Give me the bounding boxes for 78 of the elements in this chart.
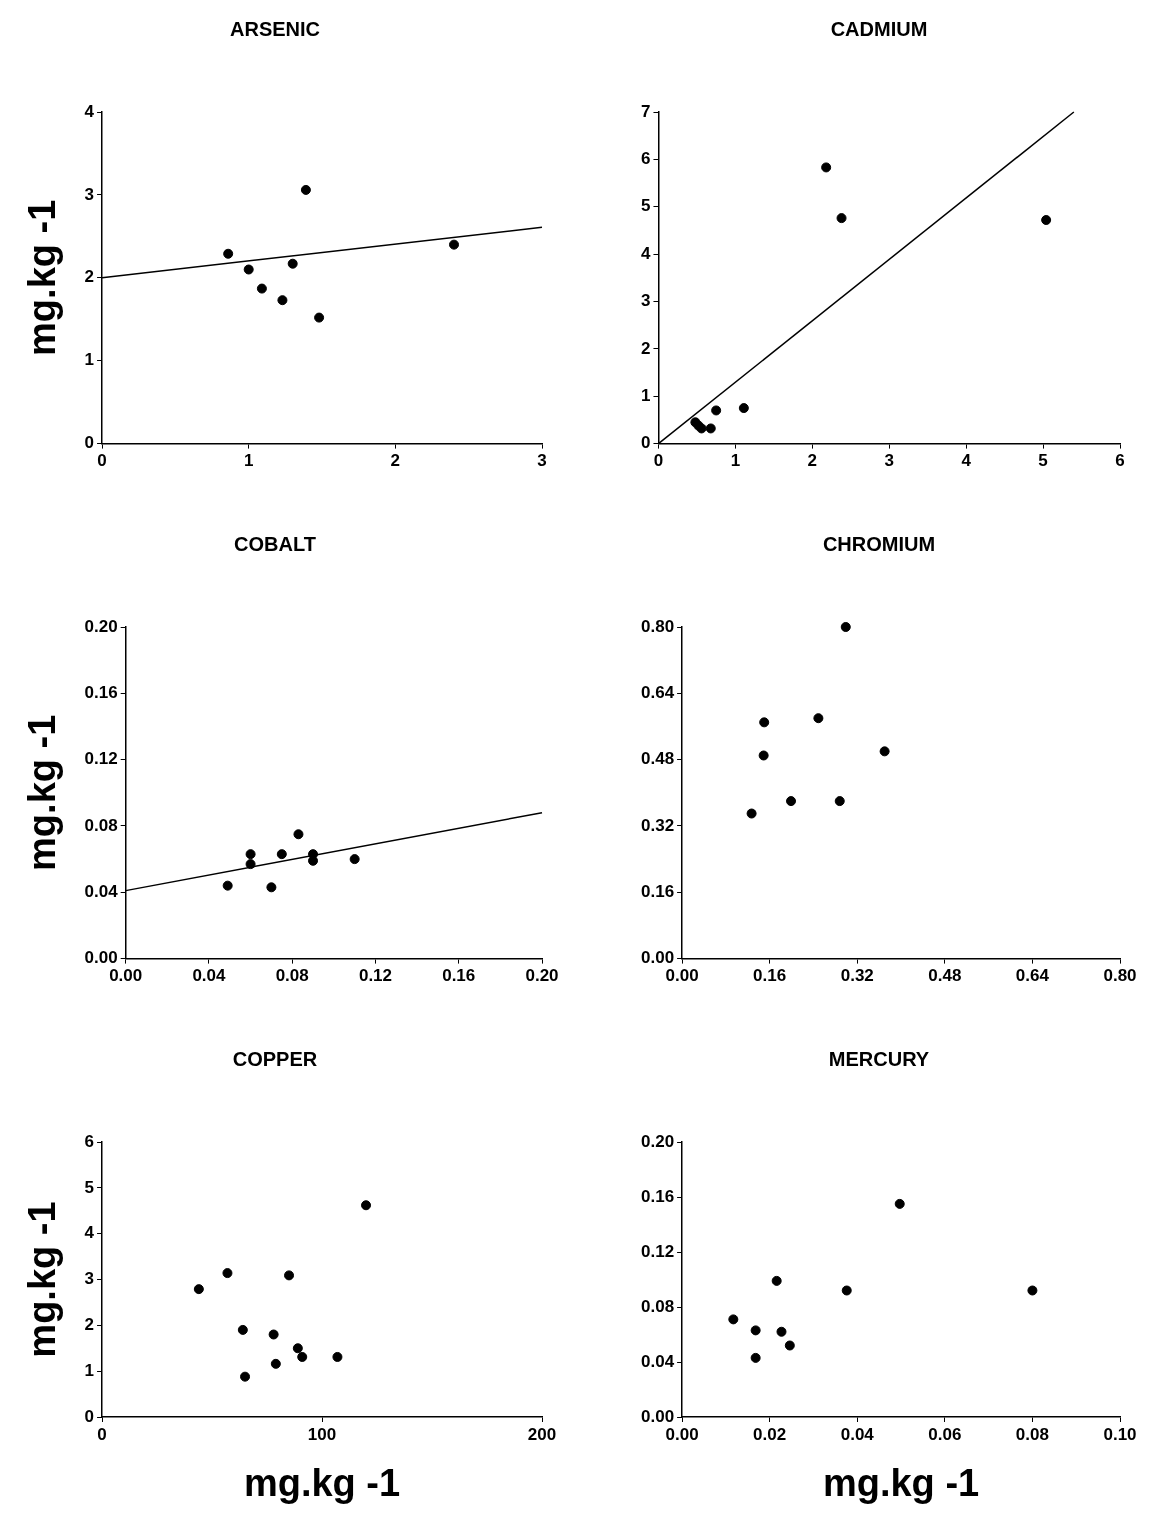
x-tick-label: 0.00: [109, 966, 143, 986]
x-tick-label: 0.64: [1015, 966, 1050, 986]
x-tick-label: 0.00: [665, 966, 699, 986]
y-tick-label: 0.08: [84, 815, 118, 835]
y-axis-title: mg.kg -1: [21, 199, 64, 356]
y-tick-label: 0: [84, 1406, 95, 1426]
y-tick-label: 0.16: [84, 683, 118, 703]
y-tick-label: 3: [640, 291, 651, 311]
y-tick-label: 0.32: [640, 815, 675, 835]
x-tick-label: 0.04: [192, 966, 227, 986]
x-axis-title: mg.kg -1: [822, 1461, 980, 1504]
y-tick-label: 0: [640, 433, 651, 453]
chart-title: CHROMIUM: [822, 532, 936, 555]
x-tick-label: 4: [961, 451, 972, 471]
x-tick-label: 2: [390, 451, 401, 471]
y-tick-label: 0.08: [640, 1296, 675, 1316]
x-tick-label: 0.00: [665, 1424, 699, 1444]
y-tick-label: 0.04: [84, 881, 119, 901]
x-tick-label: 1: [730, 451, 741, 471]
y-tick-label: 0.48: [640, 749, 675, 769]
y-tick-label: 3: [84, 1269, 95, 1289]
y-tick-label: 2: [640, 338, 651, 358]
chart-title: MERCURY: [828, 1047, 930, 1070]
y-tick-label: 1: [640, 385, 651, 405]
y-tick-label: 2: [84, 1315, 95, 1335]
y-tick-label: 0.00: [640, 948, 675, 968]
chart-title: COBALT: [234, 532, 316, 555]
x-tick-label: 0.16: [442, 966, 476, 986]
y-tick-label: 0.16: [640, 881, 675, 901]
x-tick-label: 3: [537, 451, 547, 471]
x-tick-label: 0.06: [928, 1424, 962, 1444]
x-tick-label: 3: [884, 451, 894, 471]
x-tick-label: 0.48: [928, 966, 962, 986]
y-tick-label: 0.12: [640, 1241, 675, 1261]
y-axis-title: mg.kg -1: [21, 1201, 64, 1358]
y-tick-label: 6: [640, 149, 651, 169]
x-tick-label: 2: [807, 451, 818, 471]
x-tick-label: 0.02: [753, 1424, 787, 1444]
x-tick-label: 0.32: [840, 966, 874, 986]
y-tick-label: 0.16: [640, 1186, 675, 1206]
y-tick-label: 5: [84, 1177, 95, 1197]
y-tick-label: 0.04: [640, 1351, 675, 1371]
x-tick-label: 0.12: [358, 966, 393, 986]
y-tick-label: 2: [84, 267, 95, 287]
y-tick-label: 3: [84, 184, 95, 204]
x-tick-label: 1: [243, 451, 254, 471]
y-tick-label: 0.12: [84, 749, 118, 769]
y-tick-label: 0.64: [640, 683, 675, 703]
x-tick-label: 6: [1115, 451, 1125, 471]
x-tick-label: 200: [527, 1424, 557, 1444]
x-tick-label: 0.04: [840, 1424, 875, 1444]
x-tick-label: 0.10: [1103, 1424, 1137, 1444]
y-axis-title: mg.kg -1: [21, 714, 64, 871]
y-tick-label: 0.00: [84, 948, 118, 968]
chart-title: CADMIUM: [830, 17, 928, 40]
y-tick-label: 0.20: [84, 616, 118, 636]
y-tick-label: 4: [84, 1223, 95, 1243]
y-tick-label: 4: [640, 243, 651, 263]
x-tick-label: 0.20: [525, 966, 559, 986]
y-tick-label: 0: [84, 433, 95, 453]
y-tick-label: 4: [84, 101, 95, 121]
x-tick-label: 0.16: [753, 966, 787, 986]
x-tick-label: 0.80: [1103, 966, 1137, 986]
x-tick-label: 0.08: [1015, 1424, 1049, 1444]
chart-title: ARSENIC: [229, 17, 321, 40]
x-axis-title: mg.kg -1: [243, 1461, 401, 1504]
y-tick-label: 1: [84, 350, 95, 370]
y-tick-label: 7: [640, 101, 651, 121]
x-tick-label: 100: [307, 1424, 337, 1444]
x-tick-label: 0.08: [275, 966, 309, 986]
y-tick-label: 0.80: [640, 616, 675, 636]
y-tick-label: 0.20: [640, 1131, 675, 1151]
x-tick-label: 5: [1038, 451, 1048, 471]
y-tick-label: 0.00: [640, 1406, 675, 1426]
y-tick-label: 1: [84, 1360, 95, 1380]
y-tick-label: 6: [84, 1131, 95, 1151]
y-tick-label: 5: [640, 196, 651, 216]
chart-title: COPPER: [232, 1047, 318, 1070]
